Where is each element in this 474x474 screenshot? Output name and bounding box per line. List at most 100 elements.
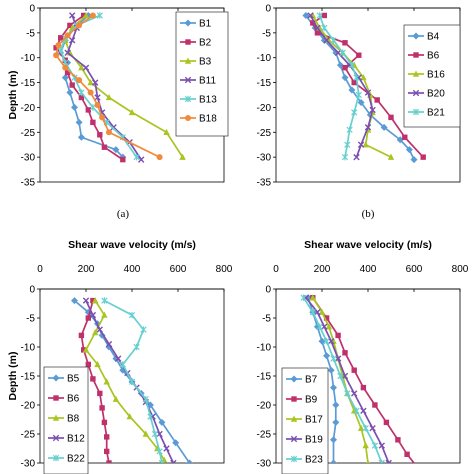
data-point-b6 (90, 376, 96, 382)
data-point-b11 (94, 94, 101, 101)
x-tick-label: 0 (273, 264, 279, 275)
data-point-b2 (69, 82, 75, 88)
data-point-b12 (115, 355, 122, 362)
series-group (53, 11, 186, 163)
data-point-b8 (161, 456, 168, 463)
data-point-b17 (357, 424, 365, 431)
data-point-b12 (170, 459, 177, 463)
y-tick-label: 0 (265, 4, 271, 15)
y-tick-label: -5 (26, 314, 35, 325)
panel-a: 0 -5 -10 -15 -20 -25 -30 -35 Depth (m) (a) B1 B2 B3 B… (7, 4, 229, 220)
data-point-b22 (140, 326, 147, 333)
data-point-b13 (96, 12, 103, 19)
data-point-b6 (420, 154, 426, 160)
data-point-b6 (321, 12, 327, 19)
data-point-b23 (309, 309, 316, 316)
y-tick-label: -15 (257, 372, 272, 383)
data-point-b4 (405, 146, 413, 154)
y-tick-label: -30 (21, 153, 36, 164)
legend-marker-b3 (184, 57, 192, 64)
data-point-b6 (342, 40, 348, 46)
data-point-b22 (147, 413, 154, 420)
series-group (300, 294, 416, 463)
data-point-b8 (103, 378, 110, 385)
legend-marker-b18 (185, 115, 191, 121)
data-point-b7 (332, 401, 340, 409)
data-point-b7 (327, 366, 335, 374)
data-point-b2 (81, 12, 87, 19)
data-point-b13 (133, 153, 140, 161)
data-point-b6 (85, 361, 91, 368)
data-point-b23 (337, 372, 344, 380)
data-point-b2 (85, 107, 91, 113)
y-tick-label: -35 (257, 178, 272, 189)
data-point-b19 (321, 323, 328, 330)
data-point-b18 (89, 12, 96, 19)
y-tick-label: -15 (257, 78, 272, 89)
data-point-b9 (372, 402, 378, 408)
data-point-b6 (106, 460, 112, 463)
y-axis-title: Depth (m) (7, 352, 19, 401)
legend-marker-b9 (291, 396, 297, 402)
data-point-b1 (77, 133, 85, 141)
data-point-b4 (336, 61, 344, 69)
data-point-b6 (113, 463, 118, 468)
y-axis-title: Depth (m) (7, 71, 19, 120)
data-point-b18 (76, 22, 83, 29)
legend-box (175, 11, 229, 137)
data-point-b12 (89, 311, 97, 319)
data-point-b22 (133, 343, 140, 351)
data-point-b6 (101, 419, 108, 426)
y-tick-label: -15 (21, 372, 36, 383)
x-axis-title: Shear wave velocity (m/s) (304, 239, 432, 251)
y-tick-label: -10 (21, 53, 36, 64)
legend-label-b5: B5 (67, 374, 80, 385)
data-point-b23 (300, 294, 307, 301)
legend-label-b13: B13 (199, 95, 217, 106)
data-point-b18 (106, 129, 112, 136)
legend-label-b12: B12 (67, 434, 85, 445)
legend-marker-b4 (412, 32, 420, 40)
data-point-b1 (112, 146, 120, 154)
legend-box (281, 367, 329, 474)
data-point-b4 (380, 123, 388, 131)
legend-marker-b6 (413, 52, 419, 58)
data-point-b21 (346, 126, 353, 133)
data-point-b9 (335, 332, 341, 339)
data-point-b18 (64, 32, 71, 39)
data-point-b8 (94, 360, 101, 368)
data-point-b8 (92, 297, 99, 304)
y-tick-label: -30 (257, 459, 272, 470)
data-point-b1 (66, 89, 74, 97)
legend-marker-b8 (52, 414, 60, 421)
legend-marker-b16 (412, 70, 420, 77)
data-point-b6 (90, 297, 96, 304)
data-point-b23 (371, 442, 379, 449)
legend-marker-b12 (52, 434, 60, 442)
data-point-b18 (94, 101, 101, 108)
data-point-b12 (82, 297, 90, 304)
data-point-b20 (364, 124, 372, 131)
legend-label-b16: B16 (427, 70, 445, 81)
legend-marker-b13 (184, 95, 192, 103)
data-point-b19 (378, 442, 385, 449)
data-point-b17 (362, 442, 369, 449)
data-point-b13 (78, 89, 85, 96)
data-point-b22 (101, 297, 108, 304)
data-point-b6 (351, 79, 357, 86)
legend-marker-b20 (412, 89, 420, 97)
data-point-b8 (142, 430, 149, 437)
y-tick-label: -25 (257, 430, 272, 441)
data-point-b6 (104, 448, 110, 455)
data-point-b5 (172, 439, 180, 447)
data-point-b5 (158, 418, 166, 426)
legend-label-b17: B17 (305, 415, 323, 426)
data-point-b23 (330, 355, 337, 362)
data-point-b21 (348, 61, 356, 69)
data-point-b23 (323, 338, 330, 345)
x-tick-label: 400 (360, 264, 377, 275)
data-point-b20 (323, 37, 330, 44)
panel-caption: (a) (117, 208, 130, 220)
data-point-b13 (57, 47, 64, 54)
legend-label-b18: B18 (199, 114, 217, 125)
